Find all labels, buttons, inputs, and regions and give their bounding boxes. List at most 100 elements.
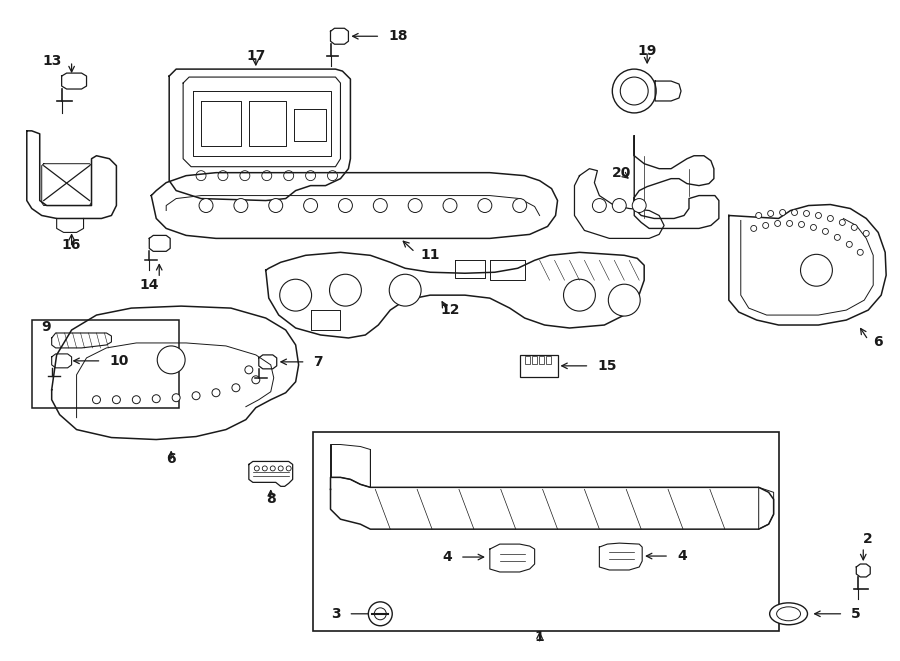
Polygon shape — [51, 333, 112, 348]
Circle shape — [262, 171, 272, 180]
Circle shape — [374, 608, 386, 620]
Circle shape — [443, 198, 457, 212]
Circle shape — [751, 225, 757, 231]
Circle shape — [775, 221, 780, 227]
Bar — [532, 356, 536, 364]
Bar — [525, 356, 530, 364]
Circle shape — [823, 229, 828, 235]
Polygon shape — [27, 131, 116, 219]
Circle shape — [158, 346, 185, 374]
Circle shape — [172, 394, 180, 402]
Circle shape — [846, 241, 852, 247]
Circle shape — [196, 171, 206, 180]
Circle shape — [112, 396, 121, 404]
Circle shape — [252, 376, 260, 384]
Circle shape — [192, 392, 200, 400]
Circle shape — [338, 198, 353, 212]
Polygon shape — [248, 461, 292, 486]
Circle shape — [199, 198, 213, 212]
Circle shape — [255, 466, 259, 471]
Text: 9: 9 — [41, 320, 51, 334]
Circle shape — [851, 225, 858, 231]
Circle shape — [218, 171, 228, 180]
Text: 15: 15 — [598, 359, 616, 373]
Text: 20: 20 — [612, 166, 631, 180]
Polygon shape — [729, 204, 886, 325]
Text: 17: 17 — [246, 49, 266, 63]
Circle shape — [513, 198, 526, 212]
Polygon shape — [183, 77, 340, 167]
Text: 7: 7 — [313, 355, 323, 369]
Circle shape — [863, 231, 869, 237]
Bar — [32, 320, 179, 408]
Circle shape — [280, 279, 311, 311]
Polygon shape — [330, 28, 348, 44]
Polygon shape — [330, 477, 774, 529]
Circle shape — [269, 198, 283, 212]
Circle shape — [278, 466, 284, 471]
Polygon shape — [266, 253, 644, 338]
Polygon shape — [759, 487, 774, 529]
Polygon shape — [599, 543, 643, 570]
Text: 6: 6 — [873, 335, 883, 349]
Text: 18: 18 — [388, 29, 408, 43]
Circle shape — [768, 210, 774, 217]
Circle shape — [374, 198, 387, 212]
Circle shape — [234, 198, 248, 212]
Text: 19: 19 — [637, 44, 657, 58]
Text: 6: 6 — [166, 453, 176, 467]
Circle shape — [858, 249, 863, 255]
Circle shape — [232, 384, 240, 392]
Bar — [519, 355, 557, 377]
Bar — [312, 432, 778, 631]
Text: 16: 16 — [62, 239, 81, 253]
Circle shape — [93, 396, 101, 404]
Text: 10: 10 — [110, 354, 129, 368]
Polygon shape — [634, 136, 719, 229]
Circle shape — [612, 198, 626, 212]
Circle shape — [756, 212, 761, 219]
Polygon shape — [51, 354, 72, 368]
Circle shape — [815, 212, 822, 219]
Circle shape — [632, 198, 646, 212]
Bar — [538, 356, 544, 364]
Circle shape — [262, 466, 267, 471]
Text: 5: 5 — [851, 607, 861, 621]
Circle shape — [409, 198, 422, 212]
Polygon shape — [151, 173, 557, 239]
Circle shape — [284, 171, 293, 180]
Circle shape — [245, 366, 253, 374]
Circle shape — [132, 396, 140, 404]
Polygon shape — [655, 81, 681, 101]
Polygon shape — [51, 306, 299, 440]
Circle shape — [306, 171, 316, 180]
Circle shape — [779, 210, 786, 215]
Circle shape — [612, 69, 656, 113]
Text: 13: 13 — [42, 54, 61, 68]
Polygon shape — [330, 444, 370, 487]
Circle shape — [390, 274, 421, 306]
Circle shape — [811, 225, 816, 231]
Polygon shape — [61, 73, 86, 89]
Circle shape — [787, 221, 793, 227]
Bar — [545, 356, 551, 364]
Polygon shape — [490, 544, 535, 572]
Circle shape — [834, 235, 841, 241]
Circle shape — [270, 466, 275, 471]
Text: 8: 8 — [266, 492, 275, 506]
Text: 4: 4 — [442, 550, 452, 564]
Polygon shape — [169, 69, 350, 200]
Circle shape — [804, 210, 809, 217]
Text: 11: 11 — [420, 249, 440, 262]
Circle shape — [762, 223, 769, 229]
Circle shape — [329, 274, 362, 306]
Circle shape — [800, 254, 832, 286]
Polygon shape — [856, 564, 870, 577]
Text: 2: 2 — [863, 532, 873, 546]
Circle shape — [152, 395, 160, 403]
Circle shape — [240, 171, 250, 180]
Text: 1: 1 — [535, 630, 544, 644]
Circle shape — [620, 77, 648, 105]
Circle shape — [212, 389, 220, 397]
Circle shape — [563, 279, 596, 311]
